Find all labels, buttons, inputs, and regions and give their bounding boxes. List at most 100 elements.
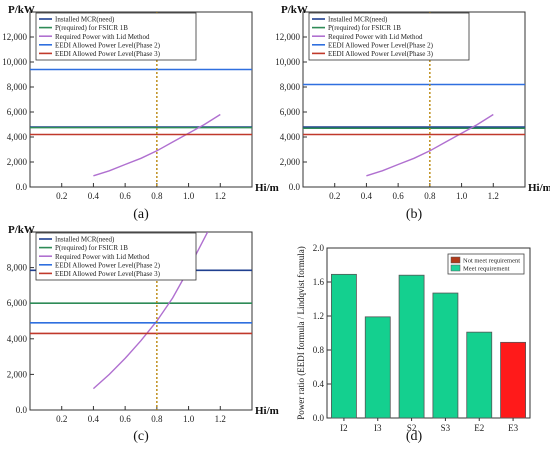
x-tick-label: S3 [441,423,451,433]
y-tick-label: 6,000 [7,107,28,117]
x-tick-label: 0.4 [361,191,373,201]
y-tick-label: 8,000 [7,263,28,273]
legend-label: Required Power with Lid Method [328,33,423,41]
bar-S2 [398,274,425,419]
x-tick-label: 0.8 [424,191,436,201]
bar-E3 [500,341,526,419]
x-tick-label: 0.6 [120,191,132,201]
legend-label: EEDI Allowed Power Level(Phase 3) [328,50,434,58]
legend-label: Installed MCR(need) [55,16,115,24]
legend: Installed MCR(need)P(required) for FSICR… [35,12,197,61]
x-tick-label: 0.2 [329,191,340,201]
legend-label: Required Power with Lid Method [55,33,150,41]
x-axis-title: Hi/m [528,182,550,194]
panel-c: 0.02,0004,0006,0008,0000.00.20.40.60.81.… [7,224,279,444]
legend-swatch [450,264,461,272]
panel-d: 0.0 0.4 0.8 1.2 1.6 2.0 I2 I3 S2 S3 E2 E3 Power rati… [296,243,531,444]
x-tick-label: 0.2 [56,414,67,424]
y-tick-label: 0.0 [16,405,28,415]
plot-area [30,12,252,187]
x-tick-label: S2 [407,423,417,433]
y-tick-label: 0.0 [313,413,325,423]
x-axis-title: Hi/m [255,182,279,194]
plot-frame [29,11,253,188]
x-tick-label: 0.6 [393,191,405,201]
y-tick-label: 2,000 [280,157,301,167]
y-axis-title: P/kW [8,224,35,236]
y-tick-label: 12,000 [275,32,300,42]
y-axis-title: P/kW [8,4,35,16]
y-tick-label: 6,000 [280,107,301,117]
x-tick-label: E3 [508,423,518,433]
x-tick-label: 1.2 [215,191,226,201]
legend: Installed MCR(need)P(required) for FSICR… [35,232,197,281]
x-tick-label: I2 [340,423,348,433]
y-tick-label: 4,000 [7,334,28,344]
legend-label: EEDI Allowed Power Level(Phase 3) [55,270,161,278]
y-tick-label: 4,000 [7,132,28,142]
y-tick-label: 2.0 [313,243,325,253]
y-tick-label: 6,000 [7,298,28,308]
y-tick-label: 8,000 [7,82,28,92]
x-tick-label: 1.2 [488,191,499,201]
x-axis-title: Hi/m [255,405,279,417]
panel-b: 0.02,0004,0006,0008,00010,00012,0000.00.… [275,4,550,222]
bar-I3 [364,316,391,419]
x-tick-label: 1.2 [215,414,226,424]
legend-label: Required Power with Lid Method [55,253,150,261]
panel-label: (c) [133,429,149,444]
y-axis-title: P/kW [281,4,308,16]
y-tick-label: 10,000 [2,57,27,67]
legend-label: Meet requirement [463,266,510,273]
series-line-lid-method [366,113,494,177]
panel-label: (b) [406,207,423,222]
y-tick-label: 2,000 [7,369,28,379]
x-tick-label: 1.0 [183,414,195,424]
bar-S3 [432,292,459,419]
legend-label: Installed MCR(need) [328,16,388,24]
panel-label: (d) [406,429,423,444]
y-tick-label: 10,000 [275,57,300,67]
legend-label: EEDI Allowed Power Level(Phase 3) [55,50,161,58]
series-line-lid-method [93,113,221,177]
y-tick-label: 0.4 [313,379,325,389]
x-tick-label: 1.0 [456,191,468,201]
legend-label: P(required) for FSICR 1B [328,24,401,32]
legend-label: EEDI Allowed Power Level(Phase 2) [328,41,434,49]
x-tick-label: 1.0 [183,191,195,201]
x-tick-label: 0.6 [120,414,132,424]
legend-label: P(required) for FSICR 1B [55,244,128,252]
y-tick-label: 0.0 [289,182,301,192]
legend: Installed MCR(need)P(required) for FSICR… [308,12,470,61]
legend-box [308,12,470,61]
legend-label: EEDI Allowed Power Level(Phase 2) [55,41,161,49]
y-tick-label: 1.2 [313,311,324,321]
y-axis-title: Power ratio (EEDI formula / Lindqvist fo… [296,246,306,419]
x-tick-label: 0.8 [151,191,163,201]
y-tick-label: 0.8 [313,345,325,355]
legend-label: Not meet requirement [463,258,520,265]
x-tick-label: I3 [374,423,382,433]
x-tick-label: E2 [474,423,484,433]
y-tick-label: 8,000 [280,82,301,92]
legend-label: EEDI Allowed Power Level(Phase 2) [55,261,161,269]
plot-area [303,12,525,187]
legend-label: Installed MCR(need) [55,236,115,244]
legend-label: P(required) for FSICR 1B [55,24,128,32]
y-tick-label: 4,000 [280,132,301,142]
x-tick-label: 0.8 [151,414,163,424]
legend-box [35,232,197,281]
panel-label: (a) [133,207,149,222]
x-tick-label: 0.2 [56,191,67,201]
y-tick-label: 12,000 [2,32,27,42]
y-tick-label: 0.0 [16,182,28,192]
legend-box [447,253,525,275]
legend-swatch [450,256,461,264]
x-tick-label: 0.4 [88,414,100,424]
y-tick-label: 2,000 [7,157,28,167]
panel-a: 0.02,0004,0006,0008,00010,00012,0000.00.… [2,4,279,222]
plot-frame [326,247,531,419]
y-tick-label: 1.6 [313,277,325,287]
